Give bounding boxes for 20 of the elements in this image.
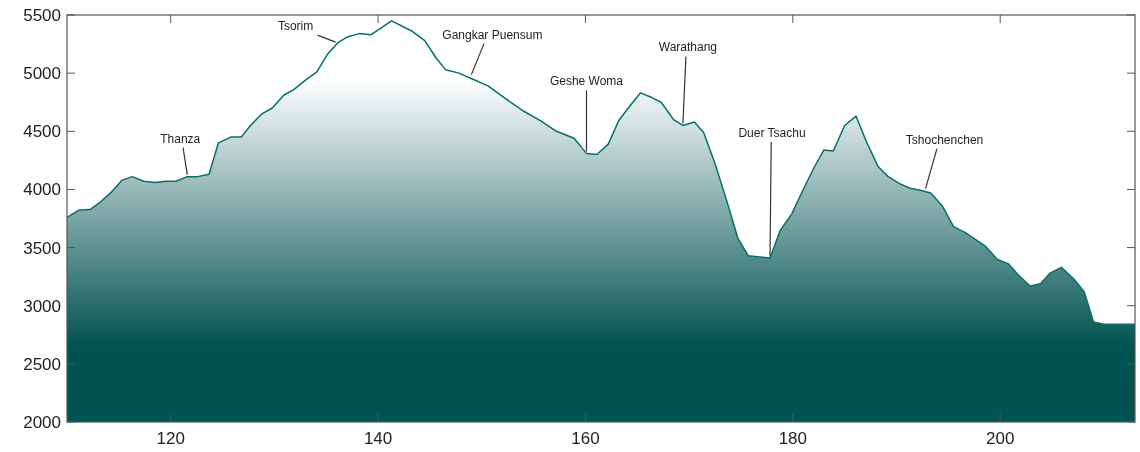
annotation: Tsorim xyxy=(277,19,314,34)
annotation: Tshochenchen xyxy=(905,132,984,147)
y-tick-label: 3000 xyxy=(23,296,61,316)
y-tick-label: 2000 xyxy=(23,412,61,432)
x-tick-label: 120 xyxy=(156,429,185,448)
x-tick-label: 160 xyxy=(571,429,600,448)
x-tick-label: 180 xyxy=(778,429,808,448)
annotation: Geshe Woma xyxy=(549,74,624,89)
annotation: Gangkar Puensum xyxy=(442,27,543,42)
y-tick-label: 3500 xyxy=(23,238,61,258)
y-tick-label: 5000 xyxy=(23,64,61,84)
y-tick-label: 4500 xyxy=(23,122,61,142)
y-tick-label: 5500 xyxy=(23,5,61,25)
annotation: Duer Tsachu xyxy=(738,126,806,141)
x-tick-label: 140 xyxy=(363,429,393,448)
y-tick-label: 2500 xyxy=(23,354,61,374)
y-tick-label: 4000 xyxy=(23,180,61,200)
x-tick-label: 200 xyxy=(986,429,1015,448)
annotation: Thanza xyxy=(160,131,201,146)
annotation: Warathang xyxy=(658,40,718,55)
